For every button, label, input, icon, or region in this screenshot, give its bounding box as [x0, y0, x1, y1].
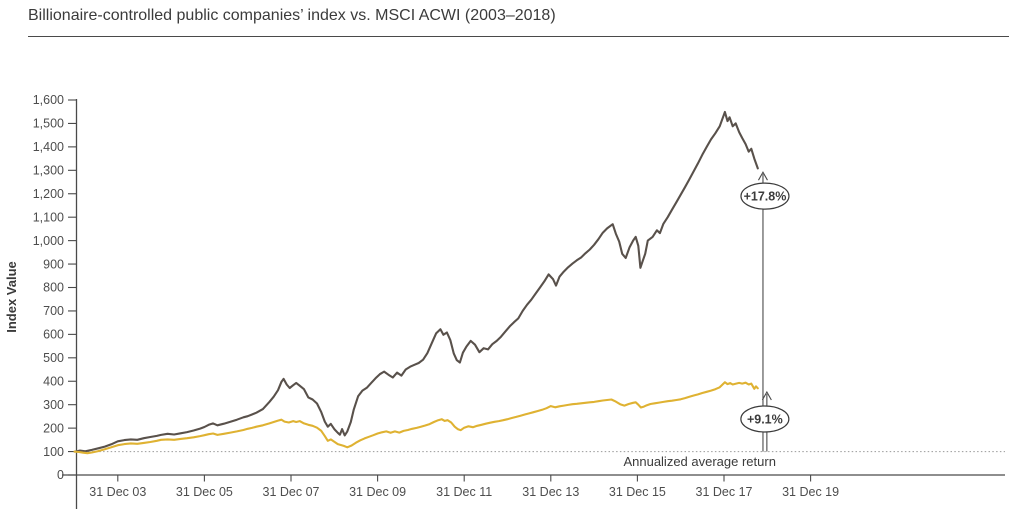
y-tick-label: 1,000: [33, 234, 64, 248]
y-tick-label: 700: [43, 304, 64, 318]
y-tick-label: 1,500: [33, 117, 64, 131]
annotation-ellipse-msci-return: [740, 405, 790, 433]
x-tick-label: 31 Dec 09: [349, 485, 406, 499]
annotation-label-billionaire-return: +17.8%: [744, 189, 787, 203]
title-underline: [28, 36, 1009, 37]
x-tick-label: 31 Dec 15: [609, 485, 666, 499]
y-tick-label: 900: [43, 257, 64, 271]
y-tick-label: 600: [43, 328, 64, 342]
series-line-billionaire-index: [73, 110, 759, 453]
annotation-label-msci-return: +9.1%: [747, 412, 783, 426]
y-tick-label: 1,200: [33, 187, 64, 201]
y-tick-label: 300: [43, 398, 64, 412]
y-tick-label: 1,300: [33, 164, 64, 178]
y-tick-label: 500: [43, 351, 64, 365]
y-tick-label: 200: [43, 421, 64, 435]
x-tick-label: 31 Dec 13: [522, 485, 579, 499]
annotation-ellipse-billionaire-return: [740, 182, 790, 210]
annotation-note-annualized-average-return: Annualized average return: [623, 454, 776, 469]
x-tick-label: 31 Dec 11: [436, 485, 492, 499]
y-tick-label: 100: [43, 445, 64, 459]
y-tick-label: 800: [43, 281, 64, 295]
chart-title: Billionaire-controlled public companies’…: [28, 7, 556, 24]
series-line-msci-acwi: [73, 381, 759, 455]
annotation-arrowhead-msci-return: [761, 390, 772, 401]
x-tick-label: 31 Dec 19: [782, 485, 839, 499]
y-tick-label: 0: [57, 468, 64, 482]
y-tick-label: 1,600: [33, 93, 64, 107]
x-tick-label: 31 Dec 03: [89, 485, 146, 499]
x-tick-label: 31 Dec 07: [263, 485, 320, 499]
annotation-arrowhead-billionaire-return: [757, 171, 768, 181]
y-tick-label: 400: [43, 374, 64, 388]
y-tick-label: 1,100: [33, 210, 64, 224]
x-tick-label: 31 Dec 05: [176, 485, 233, 499]
x-tick-label: 31 Dec 17: [696, 485, 753, 499]
y-axis-title: Index Value: [4, 261, 19, 333]
y-tick-label: 1,400: [33, 140, 64, 154]
